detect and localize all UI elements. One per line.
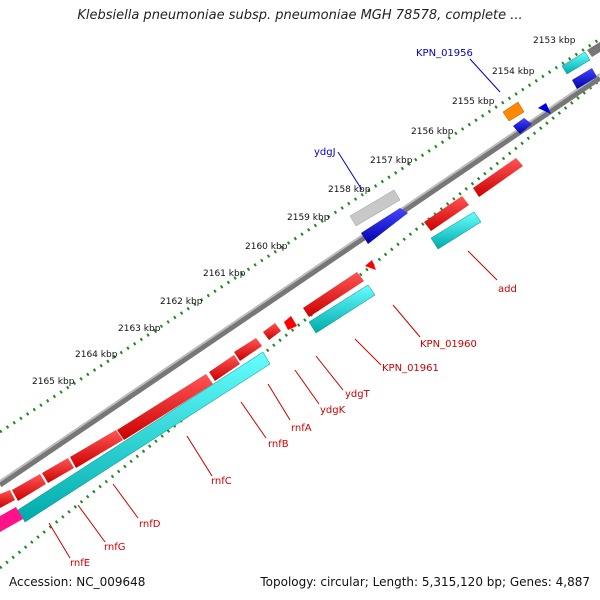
ruler-tick-labels: 2153 kbp 2154 kbp 2155 kbp 2156 kbp 2157… (32, 36, 576, 387)
cds-blue-small-a[interactable] (513, 118, 532, 134)
leader-rnfg (77, 504, 106, 543)
backbone-arc (0, 75, 600, 488)
label-rnfb[interactable]: rnfB (268, 439, 289, 450)
tick-2163: 2163 kbp (118, 324, 161, 334)
label-ydgj[interactable]: ydgJ (314, 147, 336, 158)
leader-rnfb (240, 401, 267, 439)
cds-rnfd-red[interactable] (42, 458, 74, 483)
label-rnfc[interactable]: rnfC (211, 476, 232, 487)
leader-kpn01961 (354, 338, 382, 366)
label-kpn01960[interactable]: KPN_01960 (420, 339, 477, 350)
cds-rnfe-pink[interactable] (0, 507, 23, 532)
cds-ydgk-red[interactable] (234, 338, 262, 361)
leader-rnfe (48, 522, 71, 559)
ruler-track-inner (0, 78, 600, 570)
tick-2161: 2161 kbp (203, 269, 246, 279)
accession-text: Accession: NC_009648 (9, 575, 146, 589)
leader-rnfc (186, 435, 213, 477)
cds-red-tiny-a[interactable] (284, 316, 297, 330)
cds-rnfe-red[interactable] (0, 490, 15, 508)
tick-2154: 2154 kbp (492, 67, 535, 77)
cds-topright-blue[interactable] (572, 68, 597, 89)
forward-cds-track (0, 158, 523, 508)
leader-kpn01960 (392, 304, 421, 338)
label-add[interactable]: add (498, 284, 517, 295)
cds-kpn01956-orange[interactable] (502, 101, 525, 122)
genome-summary-text: Topology: circular; Length: 5,315,120 bp… (260, 575, 590, 589)
cds-blue-small-b[interactable] (538, 103, 551, 114)
cds-topright-cyan[interactable] (561, 51, 591, 75)
tick-2153: 2153 kbp (533, 36, 576, 46)
label-rnfa[interactable]: rnfA (291, 423, 312, 434)
cds-add-red[interactable] (424, 196, 469, 231)
tick-2157: 2157 kbp (370, 156, 413, 166)
label-kpn01961[interactable]: KPN_01961 (382, 363, 439, 374)
cds-rnfa-red[interactable] (209, 355, 240, 381)
tick-2156: 2156 kbp (411, 127, 454, 137)
label-rnfd[interactable]: rnfD (139, 519, 161, 530)
label-ydgk[interactable]: ydgK (320, 405, 346, 416)
label-rnfe[interactable]: rnfE (70, 558, 90, 569)
tick-2158: 2158 kbp (328, 185, 371, 195)
outer-features (349, 42, 600, 244)
tick-2160: 2160 kbp (245, 242, 288, 252)
leader-ydgk (294, 369, 320, 405)
label-ydgt[interactable]: ydgT (345, 389, 371, 400)
tick-2159: 2159 kbp (287, 213, 330, 223)
leader-add (467, 250, 498, 281)
cds-kpn01961-cyan[interactable] (308, 284, 376, 334)
leader-lines (48, 58, 501, 559)
leader-kpn01956 (469, 58, 501, 93)
gene-labels: KPN_01956 ydgJ add KPN_01960 KPN_01961 y… (70, 48, 517, 569)
cds-red-top[interactable] (473, 158, 523, 197)
leader-ydgt (315, 355, 344, 391)
cds-rnfc-red[interactable] (70, 430, 123, 468)
tick-2165: 2165 kbp (32, 377, 75, 387)
cds-rnf-cyan-long[interactable] (17, 351, 271, 523)
cds-topright-grey[interactable] (587, 42, 600, 57)
cds-red-small-tri[interactable] (365, 260, 376, 270)
tick-2164: 2164 kbp (75, 350, 118, 360)
map-title: Klebsiella pneumoniae subsp. pneumoniae … (77, 8, 523, 23)
cds-ydgj-grey[interactable] (349, 189, 401, 227)
cds-kpn01960-red[interactable] (303, 272, 364, 317)
cds-red-tiny-b[interactable] (263, 323, 281, 340)
cyan-track (0, 211, 482, 532)
leader-rnfd (112, 483, 139, 519)
cds-rnfb-red[interactable] (117, 374, 213, 440)
leader-rnfa (267, 383, 291, 421)
ruler-track-outer (0, 37, 600, 434)
label-kpn01956[interactable]: KPN_01956 (416, 48, 473, 59)
cds-rnfg-red[interactable] (12, 474, 46, 501)
tick-2162: 2162 kbp (160, 297, 203, 307)
cds-add-cyan[interactable] (430, 211, 482, 250)
tick-2155: 2155 kbp (452, 97, 495, 107)
label-rnfg[interactable]: rnfG (104, 542, 126, 553)
backbone-arc-highlight (0, 73, 600, 482)
leader-ydgj (337, 151, 363, 191)
cds-ydgj-blue[interactable] (361, 208, 408, 244)
